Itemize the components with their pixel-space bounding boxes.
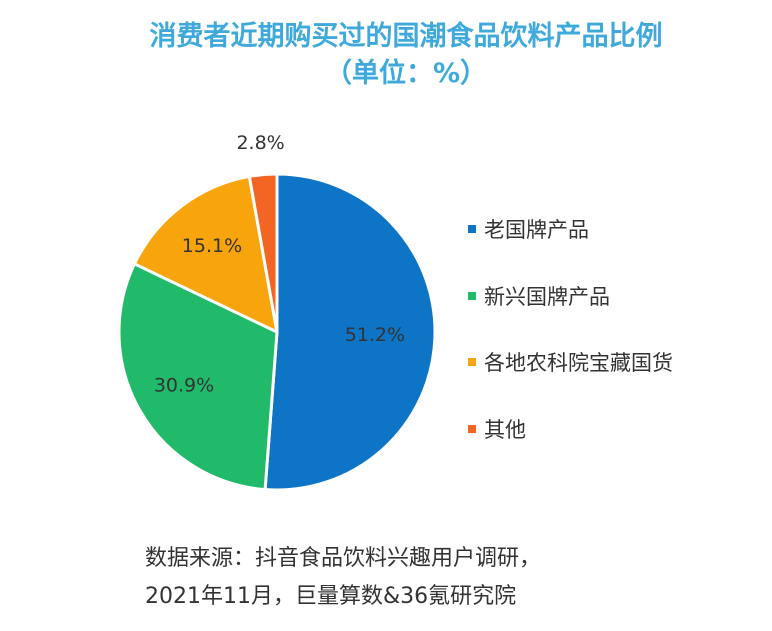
legend-swatch xyxy=(468,225,476,233)
source-line-1: 数据来源：抖音食品饮料兴趣用户调研， xyxy=(145,546,542,571)
pie-slice xyxy=(117,262,279,492)
pie-slice xyxy=(263,172,437,492)
source-note: 数据来源：抖音食品饮料兴趣用户调研， 2021年11月，巨量算数&36氪研究院 xyxy=(145,540,541,616)
legend-label: 各地农科院宝藏国货 xyxy=(484,351,673,376)
legend-item: 老国牌产品 xyxy=(468,214,673,281)
slice-value-label: 30.9% xyxy=(154,374,214,396)
source-line-2: 2021年11月，巨量算数&36氪研究院 xyxy=(145,584,517,609)
slice-value-label: 2.8% xyxy=(236,132,284,154)
legend-label: 其他 xyxy=(484,418,526,443)
legend-item: 新兴国牌产品 xyxy=(468,281,673,348)
pie-slice xyxy=(132,174,279,334)
chart-title: 消费者近期购买过的国潮食品饮料产品比例 xyxy=(149,21,663,52)
legend-swatch xyxy=(468,291,476,300)
legend-item: 各地农科院宝藏国货 xyxy=(468,347,673,414)
legend-swatch xyxy=(468,358,476,367)
chart-title-block: 消费者近期购买过的国潮食品饮料产品比例 （单位：%） xyxy=(0,18,772,92)
legend-swatch xyxy=(468,425,476,434)
chart-subtitle: （单位：%） xyxy=(324,58,488,89)
slice-value-label: 51.2% xyxy=(345,324,405,346)
legend-item: 其他 xyxy=(468,414,673,481)
legend: 老国牌产品 新兴国牌产品 各地农科院宝藏国货 其他 xyxy=(468,214,673,481)
legend-label: 老国牌产品 xyxy=(484,218,589,242)
legend-label: 新兴国牌产品 xyxy=(484,284,610,309)
slice-value-label: 15.1% xyxy=(182,235,242,257)
pie-slice xyxy=(247,172,279,334)
